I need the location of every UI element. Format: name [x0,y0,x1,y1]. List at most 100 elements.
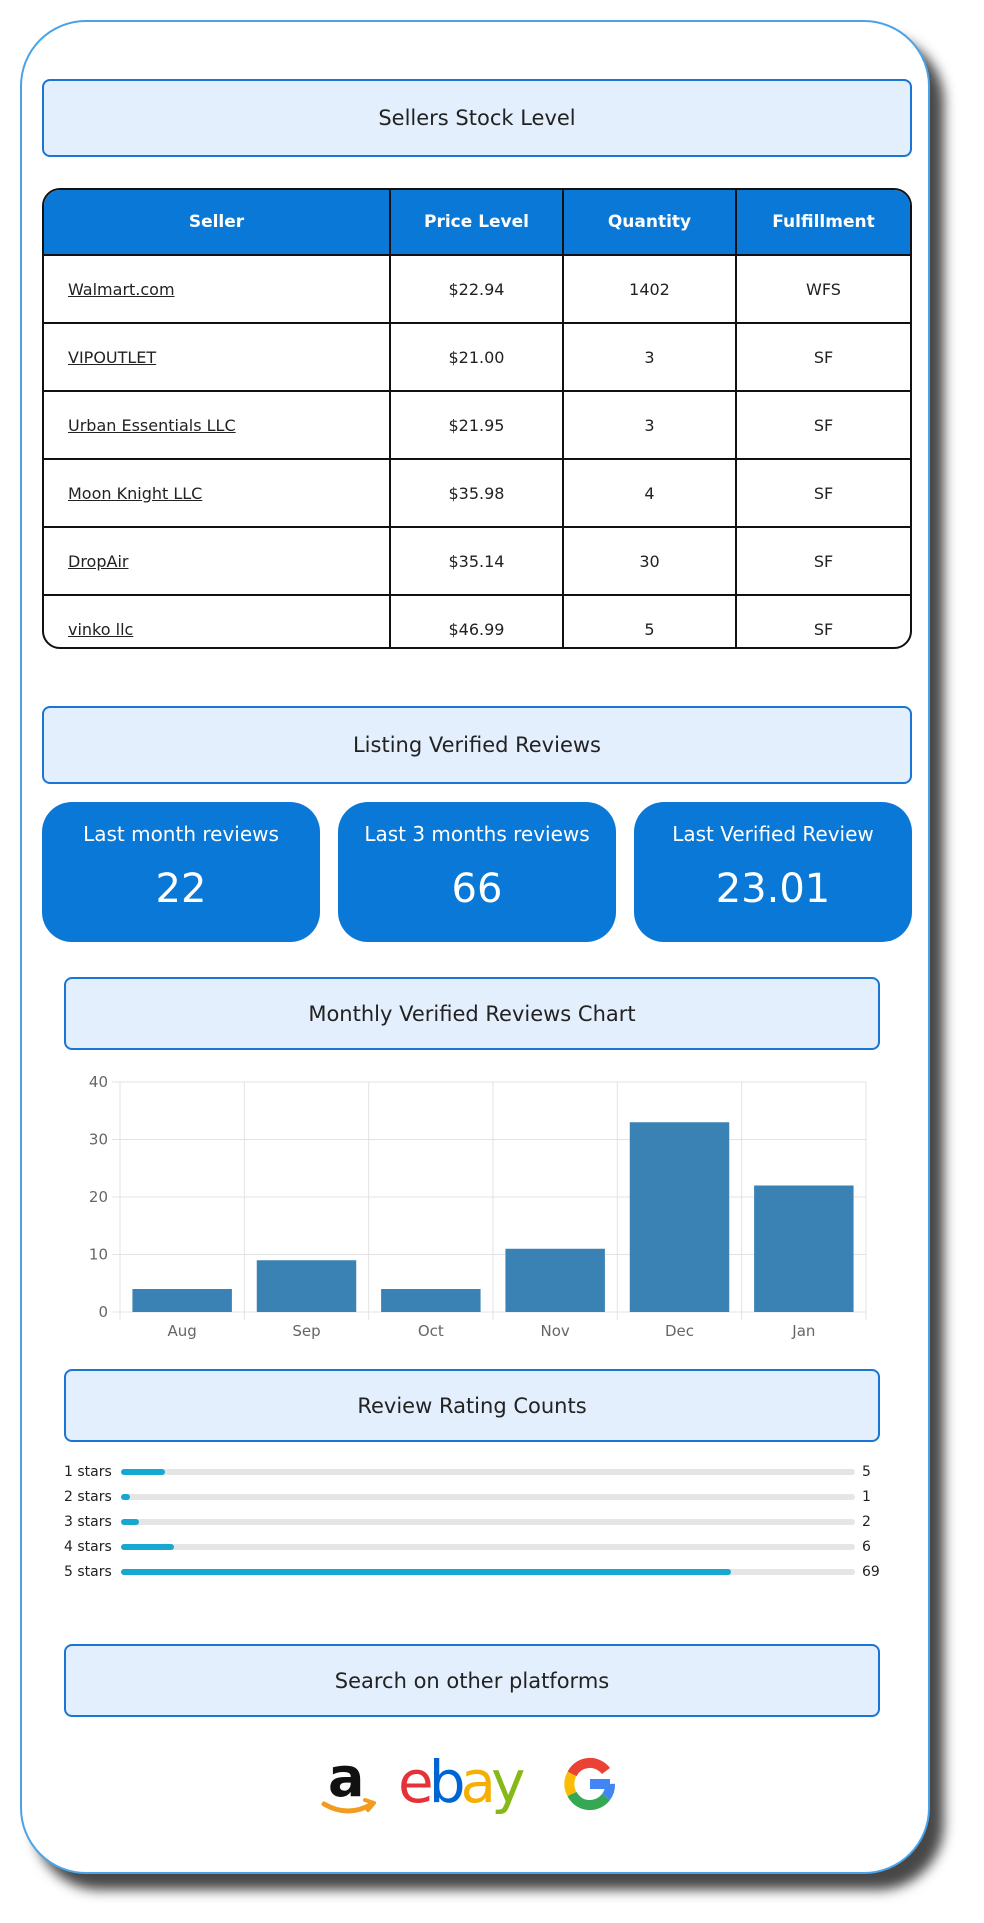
price-cell: $21.00 [390,323,564,392]
rating-track [121,1519,855,1525]
table-row: Walmart.com $22.94 1402 WFS [44,255,910,324]
rating-label: 4 stars [64,1539,112,1555]
table-row: Moon Knight LLC $35.98 4 SF [44,459,910,528]
fulfillment-cell: SF [736,391,910,460]
sellers-stock-title: Sellers Stock Level [378,106,576,130]
stat-label: Last month reviews [83,822,279,846]
rating-counts-header: Review Rating Counts [64,1369,880,1442]
seller-link[interactable]: Walmart.com [68,279,175,299]
seller-link[interactable]: Moon Knight LLC [68,483,203,503]
col-header-price: Price Level [390,190,564,256]
price-cell: $35.98 [390,459,564,528]
seller-link[interactable]: vinko llc [68,619,134,639]
col-header-fulfillment: Fulfillment [736,190,910,256]
sellers-table: Seller Price Level Quantity Fulfillment … [42,188,912,649]
stat-last-month: Last month reviews 22 [42,802,320,942]
seller-link[interactable]: Urban Essentials LLC [68,415,236,435]
rating-row-2: 2 stars 1 [64,1487,884,1507]
seller-link[interactable]: VIPOUTLET [68,347,157,367]
fulfillment-cell: SF [736,527,910,596]
ebay-letter-b: b [429,1748,463,1816]
other-platforms-header: Search on other platforms [64,1644,880,1717]
rating-count: 2 [862,1514,871,1530]
rating-count: 69 [862,1564,880,1580]
fulfillment-cell: SF [736,459,910,528]
col-header-quantity: Quantity [563,190,737,256]
sellers-stock-header: Sellers Stock Level [42,79,912,157]
rating-track [121,1469,855,1475]
rating-fill [121,1494,130,1500]
ebay-letter-y: y [491,1748,524,1816]
monthly-chart-title: Monthly Verified Reviews Chart [308,1001,636,1026]
svg-text:a: a [328,1752,364,1809]
rating-count: 6 [862,1539,871,1555]
rating-label: 5 stars [64,1564,112,1580]
seller-cell: Walmart.com [44,255,391,324]
rating-fill [121,1569,732,1575]
quantity-cell: 1402 [563,255,737,324]
svg-text:ebay: ebay [398,1748,524,1816]
x-tick-label: Nov [541,1322,570,1340]
rating-counts-title: Review Rating Counts [357,1393,587,1418]
rating-count: 1 [862,1489,871,1505]
x-tick-label: Jan [791,1322,815,1340]
seller-link[interactable]: DropAir [68,551,129,571]
quantity-cell: 4 [563,459,737,528]
rating-track [121,1544,855,1550]
amazon-logo-icon[interactable]: a [318,1746,380,1822]
fulfillment-cell: SF [813,619,834,639]
chart-bar [381,1289,481,1312]
table-row: vinko llc $46.99 5 SF [44,595,910,647]
rating-track [121,1494,855,1500]
rating-label: 3 stars [64,1514,112,1530]
table-header-row: Seller Price Level Quantity Fulfillment [44,190,910,256]
rating-count: 5 [862,1464,871,1480]
ebay-logo[interactable]: ebay [398,1748,543,1826]
google-logo-icon[interactable] [563,1757,617,1811]
other-platforms-title: Search on other platforms [334,1668,610,1693]
stat-value: 22 [155,866,207,912]
y-tick-label: 10 [89,1246,108,1264]
verified-reviews-header: Listing Verified Reviews [42,706,912,784]
seller-cell: Moon Knight LLC [44,459,391,528]
table-row: VIPOUTLET $21.00 3 SF [44,323,910,392]
quantity-cell: 3 [563,391,737,460]
stat-value: 66 [451,866,503,912]
rating-row-3: 3 stars 2 [64,1512,884,1532]
seller-cell: DropAir [44,527,391,596]
table-row: Urban Essentials LLC $21.95 3 SF [44,391,910,460]
stat-label: Last 3 months reviews [364,822,590,846]
chart-bar [132,1289,232,1312]
rating-fill [121,1519,139,1525]
x-tick-label: Oct [418,1322,444,1340]
quantity-cell: 3 [563,323,737,392]
rating-fill [121,1469,166,1475]
y-tick-label: 40 [89,1073,108,1091]
quantity-cell: 5 [563,595,737,647]
chart-bar [629,1122,730,1312]
y-tick-label: 20 [89,1188,108,1206]
verified-reviews-title: Listing Verified Reviews [352,733,601,757]
y-tick-label: 30 [89,1131,108,1149]
stat-last-3-months: Last 3 months reviews 66 [338,802,616,942]
seller-cell: Urban Essentials LLC [44,391,391,460]
x-tick-label: Aug [168,1322,197,1340]
fulfillment-cell: SF [736,323,910,392]
chart-bar [754,1185,854,1312]
stat-last-verified-review: Last Verified Review 23.01 [634,802,912,942]
fulfillment-cell: WFS [736,255,910,324]
rating-row-1: 1 stars 5 [64,1462,884,1482]
rating-fill [121,1544,175,1550]
seller-cell: vinko llc [44,595,391,647]
monthly-reviews-chart: 0 10 20 30 40 Aug Sep Oct Nov Dec Jan [89,1073,867,1340]
rating-track [121,1569,855,1575]
col-header-seller: Seller [44,190,391,256]
seller-cell: VIPOUTLET [44,323,391,392]
rating-row-4: 4 stars 6 [64,1537,884,1557]
chart-bar [256,1260,357,1312]
ebay-letter-e: e [398,1748,431,1816]
price-cell: $21.95 [390,391,564,460]
price-cell: $35.14 [390,527,564,596]
stat-label: Last Verified Review [672,822,874,846]
x-tick-label: Sep [292,1322,320,1340]
